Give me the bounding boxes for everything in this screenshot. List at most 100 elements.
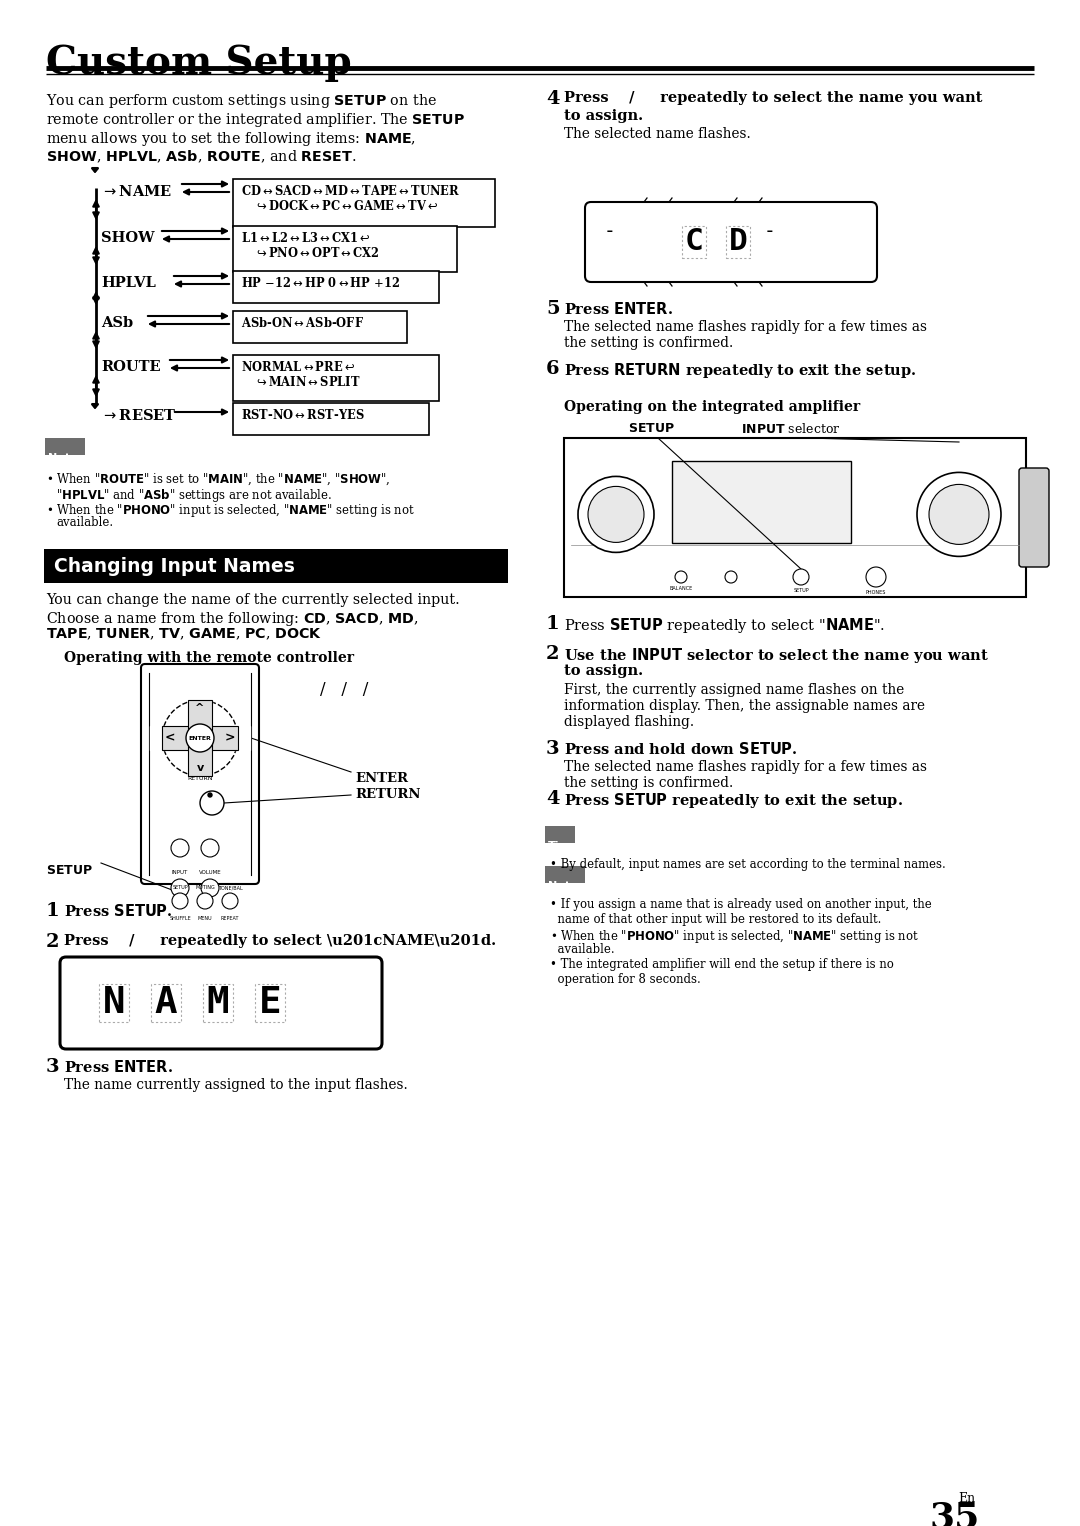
- Circle shape: [222, 893, 238, 909]
- Text: $\mathbf{SETUP}$: $\mathbf{SETUP}$: [46, 864, 93, 877]
- Text: The name currently assigned to the input flashes.: The name currently assigned to the input…: [64, 1077, 408, 1093]
- Text: menu allows you to set the following items: $\mathbf{NAME}$,: menu allows you to set the following ite…: [46, 130, 416, 148]
- Text: 5: 5: [546, 301, 559, 317]
- Text: to assign.: to assign.: [564, 108, 643, 124]
- Text: $\mathbf{INPUT}$ selector: $\mathbf{INPUT}$ selector: [741, 423, 840, 436]
- Text: • When "$\mathbf{ROUTE}$" is set to "$\mathbf{MAIN}$", the "$\mathbf{NAME}$", "$: • When "$\mathbf{ROUTE}$" is set to "$\m…: [46, 472, 391, 487]
- Text: • When the "$\mathbf{PHONO}$" input is selected, "$\mathbf{NAME}$" setting is no: • When the "$\mathbf{PHONO}$" input is s…: [550, 928, 919, 945]
- FancyBboxPatch shape: [672, 461, 851, 543]
- Text: VOLUME: VOLUME: [199, 870, 221, 874]
- Text: the setting is confirmed.: the setting is confirmed.: [564, 777, 733, 790]
- Circle shape: [201, 839, 219, 858]
- Text: The selected name flashes rapidly for a few times as: The selected name flashes rapidly for a …: [564, 760, 927, 774]
- Text: • The integrated amplifier will end the setup if there is no: • The integrated amplifier will end the …: [550, 958, 894, 971]
- Text: INPUT: INPUT: [172, 870, 188, 874]
- Text: SETUP: SETUP: [172, 885, 188, 890]
- Text: 4: 4: [546, 90, 559, 108]
- Text: remote controller or the integrated amplifier. The $\mathbf{SETUP}$: remote controller or the integrated ampl…: [46, 111, 464, 130]
- Text: $\mathbf{SHOW}$, $\mathbf{HPLVL}$, $\mathbf{ASb}$, $\mathbf{ROUTE}$, and $\mathb: $\mathbf{SHOW}$, $\mathbf{HPLVL}$, $\mat…: [46, 150, 356, 165]
- FancyBboxPatch shape: [233, 272, 438, 304]
- Text: Use the $\mathbf{INPUT}$ selector to select the name you want: Use the $\mathbf{INPUT}$ selector to sel…: [564, 645, 989, 665]
- FancyBboxPatch shape: [203, 984, 233, 1022]
- Text: ROUTE: ROUTE: [102, 360, 161, 374]
- Text: SHOW: SHOW: [102, 230, 154, 246]
- Circle shape: [578, 476, 654, 552]
- Circle shape: [200, 790, 224, 815]
- Text: Press    /     repeatedly to select \u201cNAME\u201d.: Press / repeatedly to select \u201cNAME\…: [64, 934, 496, 948]
- Text: RETURN: RETURN: [187, 777, 213, 781]
- Circle shape: [171, 879, 189, 897]
- Text: Press and hold down $\mathbf{SETUP}$.: Press and hold down $\mathbf{SETUP}$.: [564, 742, 797, 757]
- Text: • By default, input names are set according to the terminal names.: • By default, input names are set accord…: [550, 858, 946, 871]
- Text: The selected name flashes rapidly for a few times as: The selected name flashes rapidly for a …: [564, 320, 927, 334]
- Text: 35: 35: [930, 1500, 981, 1526]
- Text: REPEAT: REPEAT: [220, 917, 240, 922]
- Circle shape: [197, 893, 213, 909]
- FancyBboxPatch shape: [233, 403, 429, 435]
- Text: /   /   /: / / /: [320, 682, 368, 699]
- Text: -: -: [764, 223, 775, 241]
- FancyBboxPatch shape: [233, 226, 457, 272]
- Text: name of that other input will be restored to its default.: name of that other input will be restore…: [550, 913, 881, 926]
- Text: M: M: [206, 984, 229, 1021]
- Text: v: v: [197, 763, 204, 774]
- Text: 4: 4: [546, 790, 559, 807]
- Text: Press $\mathbf{ENTER}$.: Press $\mathbf{ENTER}$.: [564, 301, 673, 317]
- FancyBboxPatch shape: [60, 957, 382, 1048]
- Text: TONE/BAL: TONE/BAL: [218, 885, 242, 890]
- FancyBboxPatch shape: [681, 226, 706, 258]
- Text: Note: Note: [548, 881, 578, 891]
- Text: 2: 2: [546, 645, 559, 662]
- Text: RETURN: RETURN: [355, 789, 420, 801]
- Circle shape: [793, 569, 809, 584]
- Circle shape: [588, 487, 644, 542]
- Text: SETUP: SETUP: [793, 588, 809, 594]
- Polygon shape: [188, 688, 212, 713]
- Text: A: A: [154, 984, 177, 1021]
- Text: ENTER: ENTER: [355, 772, 408, 784]
- Text: Press    /     repeatedly to select the name you want: Press / repeatedly to select the name yo…: [564, 92, 983, 105]
- Text: En: En: [958, 1492, 975, 1505]
- Circle shape: [675, 571, 687, 583]
- FancyBboxPatch shape: [99, 984, 129, 1022]
- Polygon shape: [150, 726, 174, 749]
- Text: 6: 6: [546, 360, 559, 378]
- Text: You can change the name of the currently selected input.: You can change the name of the currently…: [46, 594, 460, 607]
- Text: 3: 3: [46, 1058, 59, 1076]
- FancyBboxPatch shape: [44, 549, 508, 583]
- Text: D: D: [729, 227, 747, 256]
- Text: CD$\leftrightarrow$SACD$\leftrightarrow$MD$\leftrightarrow$TAPE$\leftrightarrow$: CD$\leftrightarrow$SACD$\leftrightarrow$…: [241, 185, 460, 198]
- Text: >: >: [225, 731, 235, 745]
- FancyBboxPatch shape: [233, 356, 438, 401]
- Circle shape: [208, 794, 212, 797]
- Polygon shape: [188, 700, 212, 777]
- Circle shape: [201, 879, 219, 897]
- Text: available.: available.: [550, 943, 615, 955]
- Text: "$\mathbf{HPLVL}$" and "$\mathbf{ASb}$" settings are not available.: "$\mathbf{HPLVL}$" and "$\mathbf{ASb}$" …: [56, 487, 332, 504]
- Text: to assign.: to assign.: [564, 664, 643, 678]
- Text: C: C: [685, 227, 703, 256]
- Text: The selected name flashes.: The selected name flashes.: [564, 127, 751, 140]
- Text: Choose a name from the following: $\mathbf{CD}$, $\mathbf{SACD}$, $\mathbf{MD}$,: Choose a name from the following: $\math…: [46, 610, 418, 629]
- Text: ASb: ASb: [102, 316, 133, 330]
- Circle shape: [162, 700, 238, 777]
- Text: Press $\mathbf{RETURN}$ repeatedly to exit the setup.: Press $\mathbf{RETURN}$ repeatedly to ex…: [564, 362, 917, 380]
- Text: ASb-ON$\leftrightarrow$ASb-OFF: ASb-ON$\leftrightarrow$ASb-OFF: [241, 316, 364, 330]
- Text: $\hookrightarrow$PNO$\leftrightarrow$OPT$\leftrightarrow$CX2: $\hookrightarrow$PNO$\leftrightarrow$OPT…: [254, 246, 380, 259]
- Text: RST-NO$\leftrightarrow$RST-YES: RST-NO$\leftrightarrow$RST-YES: [241, 407, 365, 423]
- Text: SHUFFLE: SHUFFLE: [170, 917, 191, 922]
- FancyBboxPatch shape: [141, 664, 259, 884]
- Text: Operating on the integrated amplifier: Operating on the integrated amplifier: [564, 400, 860, 414]
- Text: $\rightarrow$RESET: $\rightarrow$RESET: [102, 407, 177, 423]
- Text: 3: 3: [546, 740, 559, 758]
- Text: L1$\leftrightarrow$L2$\leftrightarrow$L3$\leftrightarrow$CX1$\hookleftarrow$: L1$\leftrightarrow$L2$\leftrightarrow$L3…: [241, 230, 370, 246]
- Circle shape: [917, 473, 1001, 557]
- Text: 2: 2: [46, 932, 59, 951]
- Polygon shape: [162, 726, 238, 749]
- Text: ENTER: ENTER: [189, 736, 212, 740]
- Text: operation for 8 seconds.: operation for 8 seconds.: [550, 974, 701, 986]
- FancyBboxPatch shape: [1020, 468, 1049, 568]
- Text: BALANCE: BALANCE: [670, 586, 692, 591]
- Circle shape: [929, 484, 989, 545]
- Text: available.: available.: [56, 516, 113, 530]
